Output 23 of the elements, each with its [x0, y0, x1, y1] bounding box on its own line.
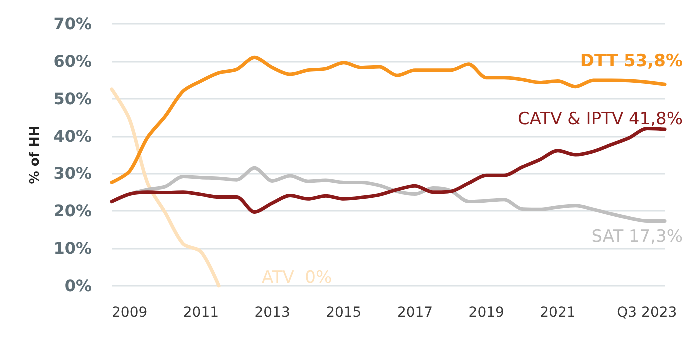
y-tick-label: 30% [54, 164, 92, 184]
y-tick-label: 20% [54, 202, 92, 221]
y-tick-label: 40% [54, 126, 92, 146]
text: ATV 0% [262, 268, 332, 288]
x-tick-label: 2011 [183, 305, 220, 321]
x-tick-label: Q3 2023 [617, 305, 678, 321]
y-axis-title: % of HH [28, 126, 43, 184]
y-tick-label: 10% [54, 239, 92, 258]
series-label: DTT 53,8% [580, 52, 683, 72]
line-series [110, 127, 667, 214]
x-tick-label: 2015 [326, 305, 362, 321]
x-tick-label: 2021 [540, 305, 576, 321]
y-tick-label: 60% [54, 52, 92, 71]
x-tick-label: 2009 [112, 305, 148, 321]
x-tick-label: 2019 [468, 305, 504, 321]
line-series [110, 88, 221, 288]
x-tick-label: 2017 [397, 305, 434, 321]
series-label: CATV & IPTV 41,8% [518, 110, 683, 130]
y-tick-label: 0% [64, 276, 92, 296]
x-tick-label: 2013 [254, 305, 290, 321]
y-tick-label: 50% [54, 89, 92, 108]
series-label: SAT 17,3% [592, 227, 683, 248]
y-tick-label: 70% [54, 14, 92, 34]
